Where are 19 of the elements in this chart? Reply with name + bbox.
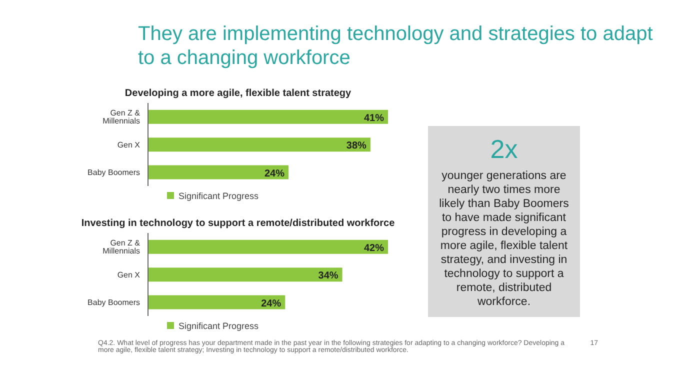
chart-subtitle: Developing a more agile, flexible talent strategy [124, 88, 352, 99]
chart-title: Investing in technology to support a remote/distributed workforce [80, 218, 396, 229]
y-tick-label: Baby Boomers [88, 168, 140, 178]
chart-title: They are implementing technology and strategies to adapt to a changing workforce [138, 22, 654, 70]
data-label: 24% [264, 168, 285, 180]
data-label: 42% [364, 242, 384, 254]
legend-label: Significant Progress [178, 321, 259, 331]
y-tick-label: Gen Z & Millennials [102, 238, 141, 256]
y-tick-label: Gen X [117, 140, 141, 150]
y-tick-label: Gen X [117, 270, 141, 280]
legend-label: Significant Progress [178, 191, 259, 201]
data-label: 38% [346, 140, 367, 152]
data-label: 41% [364, 112, 384, 124]
text: younger generations are nearly two times more likely than Baby Boomers to have made significant progress in developing a more agile, flexible talent strategy, and investing in technology to support a remote, distributed workforce. [439, 170, 569, 308]
data-label: 34% [318, 270, 338, 282]
y-tick-label: Gen Z & Millennials [102, 108, 141, 126]
text: 2x [489, 134, 519, 165]
y-tick-label: Baby Boomers [88, 298, 140, 308]
data-label: 24% [261, 298, 282, 310]
